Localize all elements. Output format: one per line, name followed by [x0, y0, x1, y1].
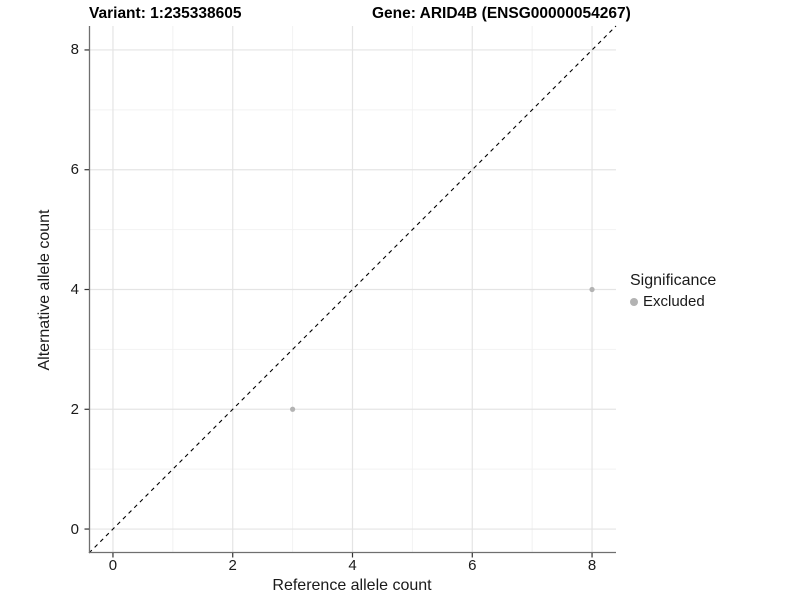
data-point — [589, 286, 595, 293]
plot-title-gene: Gene: ARID4B (ENSG00000054267) — [372, 5, 631, 22]
y-tick-label: 0 — [70, 520, 79, 538]
y-tick-label: 2 — [70, 400, 79, 418]
y-tick-label: 6 — [70, 161, 79, 179]
legend-title: Significance — [630, 272, 717, 289]
x-axis-title: Reference allele count — [272, 577, 432, 594]
x-tick-label: 6 — [468, 557, 477, 574]
plot-title-variant: Variant: 1:235338605 — [89, 5, 242, 22]
y-tick-label: 8 — [70, 41, 79, 59]
excluded-point-icon — [630, 297, 638, 306]
x-tick-label: 4 — [348, 557, 357, 574]
data-point — [290, 406, 296, 412]
legend-item-label: Excluded — [643, 293, 705, 310]
legend-item-excluded: Excluded — [630, 293, 716, 310]
x-tick-label: 2 — [228, 557, 237, 574]
x-tick-label: 0 — [108, 557, 118, 574]
x-tick-label: 8 — [587, 557, 597, 574]
legend: Significance Excluded — [630, 272, 716, 310]
y-tick-label: 4 — [70, 281, 79, 298]
plot-panel — [84, 25, 617, 558]
